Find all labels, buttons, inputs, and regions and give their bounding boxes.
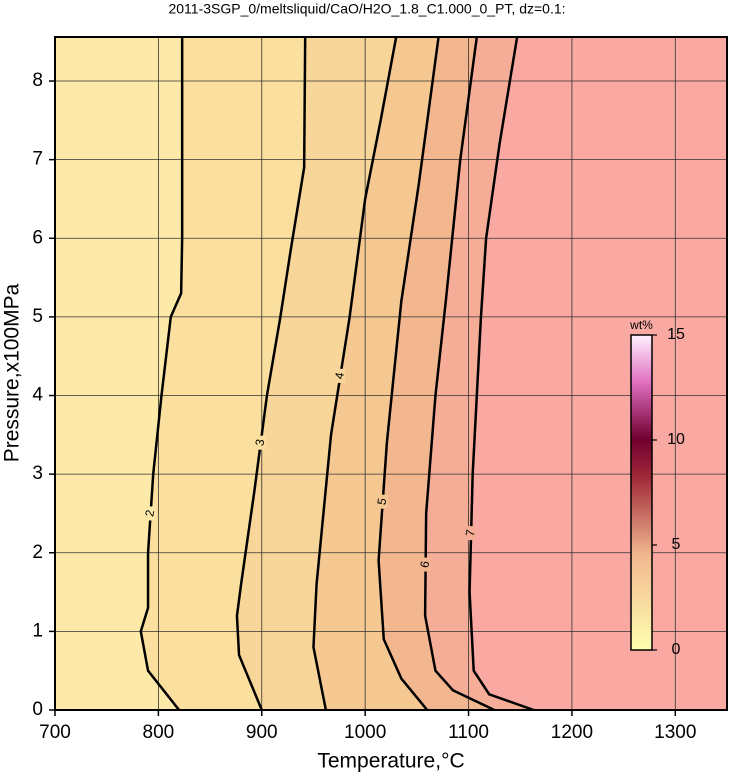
contour-label-bg <box>145 506 156 521</box>
contour-label: 5 <box>374 497 389 506</box>
colorbar-tick-label: 0 <box>672 641 681 658</box>
x-tick-label: 1300 <box>654 722 696 743</box>
contour-line <box>468 37 535 710</box>
contour-fill <box>55 37 183 710</box>
y-tick-label: 0 <box>32 699 43 720</box>
y-tick-label: 6 <box>32 227 43 248</box>
contour-line <box>423 37 495 710</box>
y-tick-label: 4 <box>32 385 43 406</box>
colorbar-label: wt% <box>629 318 653 332</box>
contour-label-bg <box>420 557 431 572</box>
x-axis-label: Temperature,°C <box>317 750 464 773</box>
y-axis-label: Pressure,x100MPa <box>1 283 24 462</box>
x-tick-label: 1000 <box>344 722 386 743</box>
colorbar-tick-label: 5 <box>672 536 681 553</box>
contour-label-bg <box>335 368 346 383</box>
axes: 700 800 900 1000 1100 1200 1300 0 1 2 3 4 5 6 7 8 wt% 0 5 1… <box>32 36 728 743</box>
y-tick-label: 8 <box>32 70 43 91</box>
contour-label: 2 <box>142 508 157 517</box>
y-tick-label: 3 <box>32 463 43 484</box>
y-tick-label: 7 <box>32 149 43 170</box>
contour-label-bg <box>377 494 388 509</box>
chart-title: 2011-3SGP_0/meltsliquid/CaO/H2O_1.8_C1.0… <box>168 1 565 17</box>
contour-label: 6 <box>417 560 432 569</box>
contour-line <box>139 37 184 710</box>
y-tick-label: 2 <box>32 542 43 563</box>
contour-label: 3 <box>252 438 267 447</box>
contour-label: 7 <box>463 528 478 537</box>
contour-label-bg <box>466 526 477 541</box>
y-tick-label: 1 <box>32 620 43 641</box>
x-tick-label: 900 <box>246 722 278 743</box>
x-tick-label: 1200 <box>551 722 593 743</box>
colorbar <box>630 334 653 651</box>
plot-frame <box>54 36 728 711</box>
x-tick-label: 700 <box>39 722 71 743</box>
plot-area: 7 6 5 4 3 2 <box>55 37 727 710</box>
colorbar-tick-label: 15 <box>667 326 685 343</box>
contour-label-bg <box>255 435 266 450</box>
colorbar-tick-label: 10 <box>667 431 685 448</box>
y-tick-label: 5 <box>32 306 43 327</box>
x-tick-label: 1100 <box>448 722 489 743</box>
contour-label: 4 <box>332 371 347 380</box>
x-tick-label: 800 <box>143 722 175 743</box>
